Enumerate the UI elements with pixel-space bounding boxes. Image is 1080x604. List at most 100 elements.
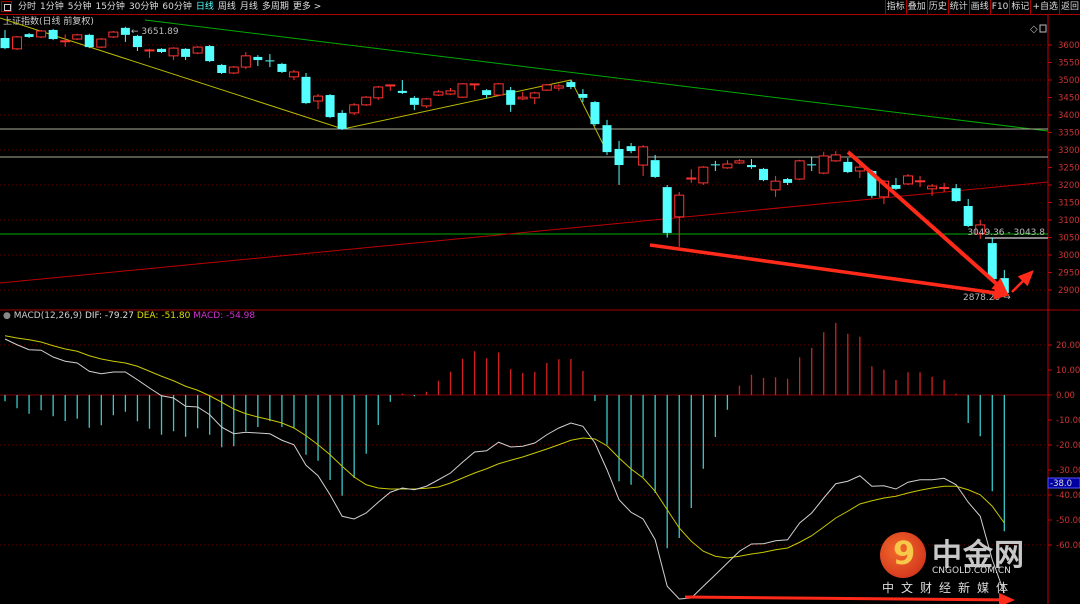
macd-tick-label: -40.00	[1056, 491, 1080, 501]
candle-up	[939, 186, 950, 189]
period-tab-2[interactable]: 5分钟	[67, 2, 92, 12]
arrow-up-rebound-head	[1017, 270, 1034, 287]
toolbar-button-5[interactable]: F10	[989, 0, 1009, 14]
candle-up	[313, 95, 324, 102]
candle-up	[794, 160, 805, 180]
candle-down	[626, 146, 636, 152]
candle-down	[867, 171, 877, 196]
candle-down	[482, 90, 492, 96]
price-tick-label: 2950	[1058, 269, 1080, 279]
toolbar-button-7[interactable]: +自选	[1030, 0, 1058, 14]
candle-down	[891, 185, 901, 189]
panel-max-icon	[1039, 24, 1047, 33]
period-tab-10[interactable]: 更多 >	[292, 2, 322, 12]
dea-legend: DEA: -51.80	[136, 311, 191, 321]
toolbar-button-6[interactable]: 标记	[1009, 0, 1030, 14]
candle-up	[72, 34, 83, 40]
candle-down	[783, 179, 793, 183]
dif-legend: DIF: -79.27	[84, 311, 134, 321]
price-tick-label: 3300	[1058, 146, 1080, 156]
panel-toggle-icon[interactable]	[1, 1, 12, 12]
candle-down	[337, 112, 347, 129]
candle-down	[614, 148, 624, 166]
candle-down	[590, 102, 600, 125]
macd-tick-label: -50.00	[1056, 516, 1080, 526]
candle-down	[963, 206, 973, 226]
candle-down	[217, 64, 227, 73]
candle-up	[12, 36, 23, 50]
candle-up	[457, 83, 468, 98]
candle-up	[168, 47, 179, 57]
candle-down	[409, 97, 419, 105]
candle-up	[734, 160, 745, 164]
candle-up	[288, 71, 299, 78]
candle-up	[638, 146, 649, 166]
candle-down	[24, 34, 34, 37]
candle-up	[228, 66, 239, 74]
period-tab-9[interactable]: 多周期	[261, 2, 289, 12]
macd-tick-label: -30.00	[1056, 466, 1080, 476]
range-label: 3049.36 - 3043.8	[967, 228, 1045, 238]
cursor-value: -38.0	[1050, 479, 1072, 489]
macd-tick-label: 10.00	[1056, 366, 1080, 376]
candle-down	[120, 27, 130, 35]
price-tick-label: 3100	[1058, 216, 1080, 226]
macd-tick-label: 20.00	[1056, 341, 1080, 351]
candle-up	[373, 86, 384, 99]
price-tick-label: 3500	[1058, 76, 1080, 86]
candle-up	[349, 104, 360, 114]
toolbar-button-3[interactable]: 统计	[947, 0, 968, 14]
candle-up	[830, 154, 841, 162]
toolbar-button-4[interactable]: 画线	[968, 0, 989, 14]
toolbar-button-0[interactable]: 指标	[884, 0, 905, 14]
cursor-value-box	[1047, 477, 1080, 489]
logo-slogan: 中文财经新媒体	[882, 581, 1016, 595]
macd-collapse-icon[interactable]: ●	[3, 311, 11, 321]
price-tick-label: 3400	[1058, 111, 1080, 121]
macd-tick-label: -60.00	[1056, 541, 1080, 551]
candle-up	[433, 91, 444, 96]
period-tab-5[interactable]: 60分钟	[162, 2, 192, 12]
candle-up	[915, 180, 926, 183]
candle-up	[818, 155, 829, 174]
period-tab-4[interactable]: 30分钟	[128, 2, 159, 12]
toolbar-button-2[interactable]: 历史	[926, 0, 947, 14]
candle-down	[999, 278, 1009, 294]
candle-up	[192, 46, 203, 54]
candle-down	[746, 165, 756, 168]
candle-down	[506, 90, 516, 105]
candle-up	[445, 90, 456, 95]
arrow-macd-divergence-head	[998, 592, 1015, 604]
candle-up	[975, 224, 986, 235]
diamond-icon: ◇	[1030, 24, 1038, 35]
candle-down	[650, 160, 660, 177]
period-tab-1[interactable]: 1分钟	[40, 2, 64, 12]
period-tab-6[interactable]: 日线	[195, 2, 214, 12]
dea-line	[4, 335, 1005, 559]
candle-down	[181, 48, 191, 57]
candle-up	[361, 96, 372, 106]
high-label: ← 3651.89	[131, 27, 179, 37]
candle-down	[951, 188, 961, 202]
toolbar-button-8[interactable]: 返回	[1058, 0, 1079, 14]
candle-up	[770, 180, 781, 191]
period-tab-8[interactable]: 月线	[239, 2, 258, 12]
candle-down	[987, 243, 997, 280]
macd-tick-label: 0.00	[1056, 391, 1075, 401]
period-tab-3[interactable]: 15分钟	[95, 2, 125, 12]
period-tab-0[interactable]: 分时	[18, 2, 37, 12]
candle-down	[397, 90, 407, 93]
candle-down	[807, 164, 817, 166]
arrow-down-long	[649, 243, 998, 295]
logo-name: 中金网	[932, 538, 1025, 573]
toolbar-button-1[interactable]: 叠加	[905, 0, 926, 14]
period-tab-7[interactable]: 周线	[217, 2, 236, 12]
toolbar-right-buttons: 指标 叠加 历史 统计 画线 F10 标记 +自选 返回	[884, 0, 1080, 14]
price-tick-label: 2900	[1058, 286, 1080, 296]
arrow-down-steep	[846, 150, 1000, 287]
candle-up	[421, 98, 432, 107]
candle-down	[325, 95, 335, 118]
macd-legend: ● MACD(12,26,9) DIF: -79.27 DEA: -51.80 …	[3, 311, 255, 321]
logo-mark-icon	[880, 532, 926, 578]
